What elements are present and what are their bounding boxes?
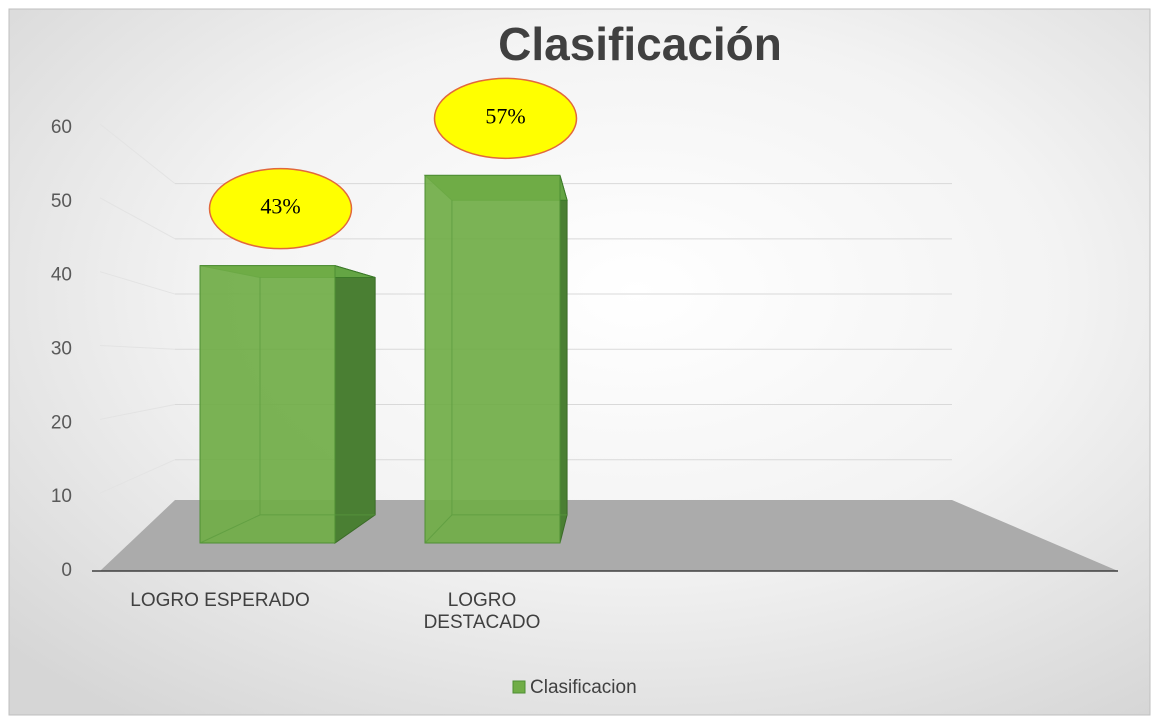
y-tick-label: 30 (51, 339, 72, 360)
grid-line (99, 403, 176, 420)
value-label: 43% (260, 194, 300, 219)
y-tick-label: 0 (61, 560, 72, 581)
y-tick-label: 40 (51, 265, 72, 286)
bar (424, 174, 561, 544)
x-tick-label: LOGRO DESTACADO (423, 590, 541, 633)
y-tick-label: 60 (51, 117, 72, 138)
grid-line (99, 345, 176, 350)
x-tick-label: LOGRO ESPERADO (130, 590, 310, 611)
y-tick-label: 20 (51, 412, 72, 433)
legend-swatch (512, 680, 526, 694)
bar-side (334, 264, 376, 544)
background (8, 8, 1151, 716)
chart-title: Clasificación (498, 18, 782, 70)
legend-label: Clasificacion (530, 677, 637, 698)
value-label-bubble (208, 167, 353, 250)
bar-edge (424, 514, 453, 544)
grid-line (99, 197, 176, 240)
grid-line (99, 271, 176, 295)
bar (199, 265, 336, 544)
y-tick-label: 50 (51, 191, 72, 212)
value-label-bubble (433, 77, 578, 160)
grid-line (99, 123, 176, 185)
grid-line (99, 459, 176, 494)
bar-edge (199, 514, 261, 544)
bar-side (559, 175, 568, 544)
value-label: 57% (485, 103, 525, 128)
y-tick-label: 10 (51, 486, 72, 507)
